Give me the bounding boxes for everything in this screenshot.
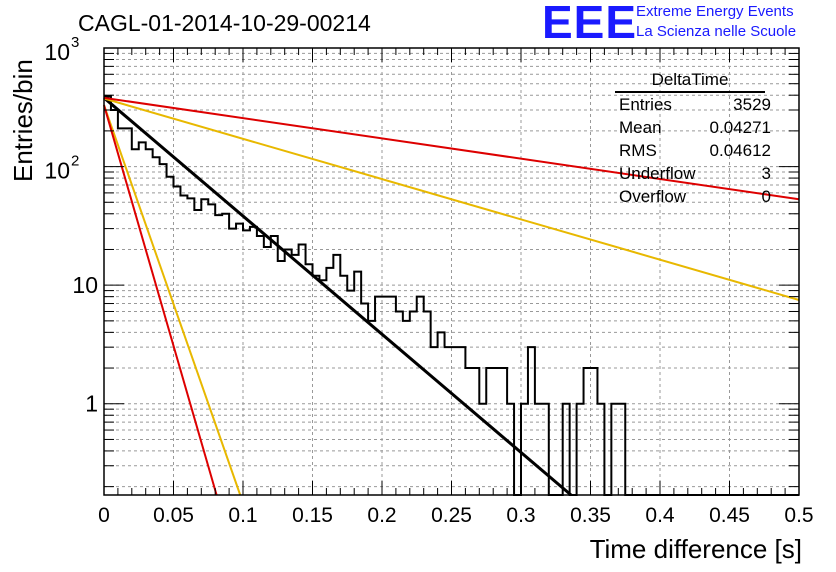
stats-row: Underflow 3 bbox=[611, 162, 781, 185]
stats-value: 3 bbox=[761, 164, 771, 183]
stats-key: Entries bbox=[619, 95, 672, 114]
fit-line bbox=[103, 96, 573, 497]
x-tick-label: 0.05 bbox=[153, 504, 194, 527]
x-tick-label: 0.35 bbox=[570, 504, 611, 527]
logo-line1: Extreme Energy Events bbox=[636, 3, 794, 20]
y-axis-title: Entries/bin bbox=[8, 59, 38, 182]
stats-key: Mean bbox=[619, 118, 662, 137]
x-tick-label: 0.2 bbox=[367, 504, 396, 527]
logo-line2: La Scienza nelle Scuole bbox=[636, 23, 797, 40]
y-tick-label: 10 bbox=[44, 39, 70, 65]
fit-line bbox=[103, 97, 800, 301]
stats-value: 0.04271 bbox=[709, 118, 771, 137]
fit-line bbox=[103, 104, 242, 496]
fit-line bbox=[103, 96, 800, 201]
y-tick-label: 1 bbox=[85, 391, 98, 417]
x-tick-label: 0.3 bbox=[506, 504, 535, 527]
logo-mark: EEE bbox=[542, 0, 638, 48]
stats-value: 3529 bbox=[733, 95, 771, 114]
stats-key: Overflow bbox=[619, 187, 687, 206]
x-tick-label: 0.25 bbox=[431, 504, 472, 527]
stats-key: RMS bbox=[619, 141, 657, 160]
run-title: CAGL-01-2014-10-29-00214 bbox=[78, 10, 371, 36]
x-tick-label: 0.15 bbox=[292, 504, 333, 527]
x-tick-label: 0.1 bbox=[228, 504, 257, 527]
y-tick-label-exponent: 3 bbox=[71, 34, 79, 51]
y-tick-label: 10 bbox=[44, 158, 70, 184]
x-axis-title: Time difference [s] bbox=[589, 534, 802, 564]
stats-box: DeltaTime Entries 3529 Mean 0.04271 RMS … bbox=[611, 70, 781, 208]
x-tick-label: 0.5 bbox=[784, 504, 813, 527]
stats-row: Mean 0.04271 bbox=[611, 116, 781, 139]
stats-value: 0 bbox=[761, 187, 771, 206]
stats-key: Underflow bbox=[619, 164, 696, 183]
y-tick-label-exponent: 2 bbox=[71, 153, 79, 170]
histogram-steps bbox=[104, 95, 799, 496]
x-tick-label: 0.45 bbox=[709, 504, 750, 527]
fit-line bbox=[103, 104, 218, 496]
y-tick-label: 10 bbox=[72, 272, 98, 298]
stats-row: Entries 3529 bbox=[611, 93, 781, 116]
eee-logo: EEE Extreme Energy Events La Scienza nel… bbox=[540, 0, 836, 48]
stats-row: Overflow 0 bbox=[611, 185, 781, 208]
stats-row: RMS 0.04612 bbox=[611, 139, 781, 162]
x-tick-label: 0.4 bbox=[645, 504, 675, 527]
stats-title: DeltaTime bbox=[615, 70, 765, 93]
stats-value: 0.04612 bbox=[709, 141, 771, 160]
x-tick-label: 0 bbox=[98, 504, 110, 527]
